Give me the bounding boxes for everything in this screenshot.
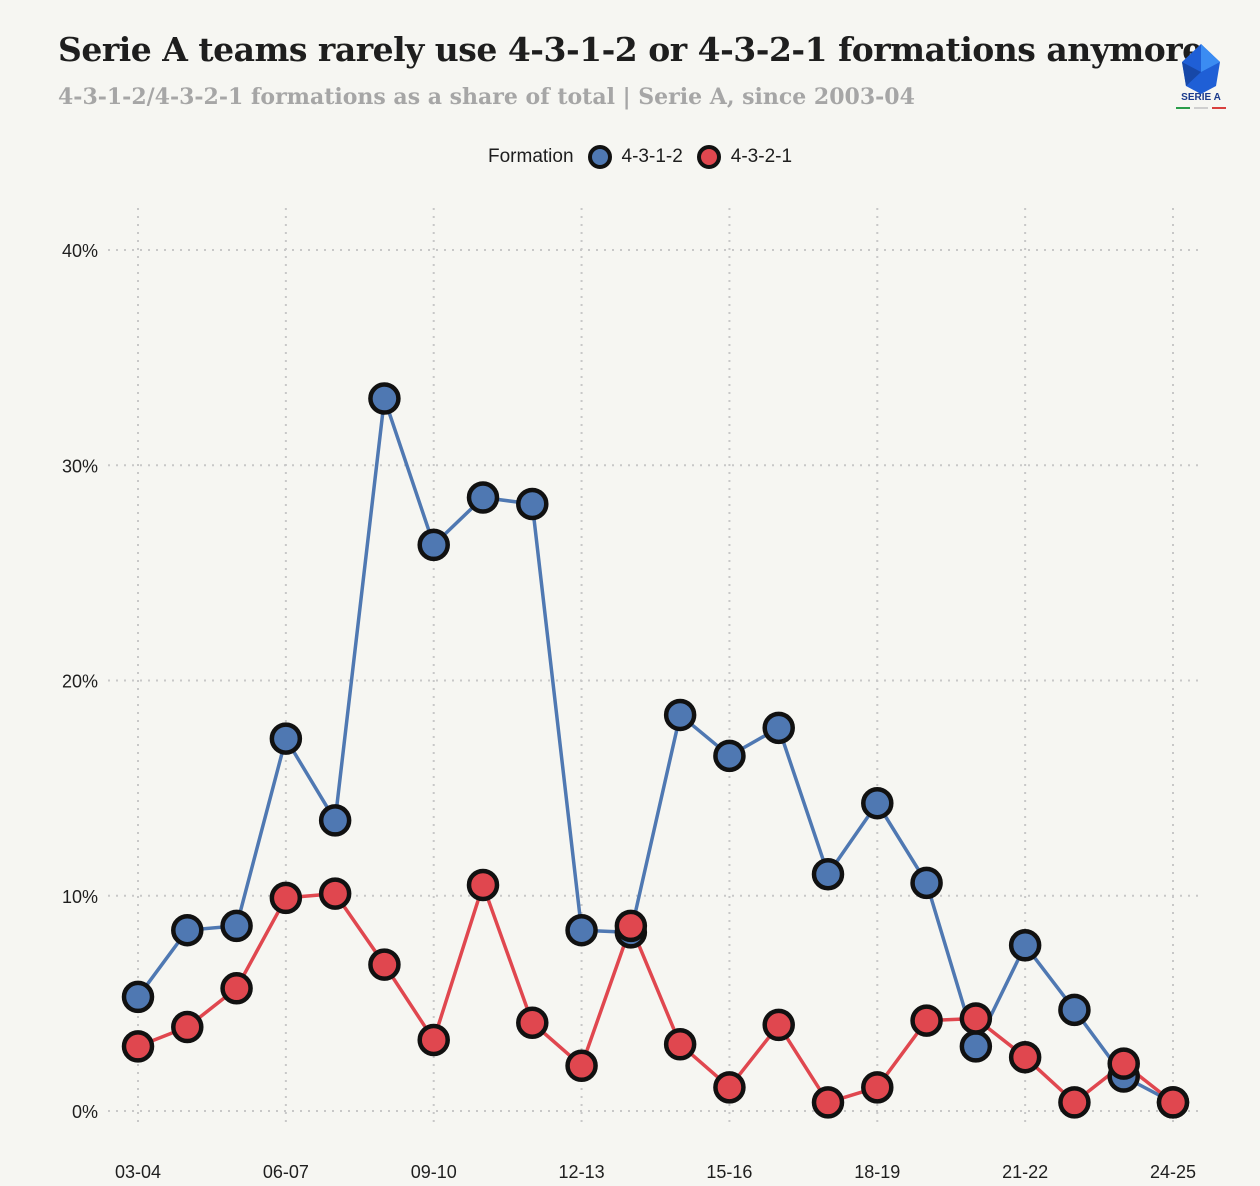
data-point-4312	[516, 487, 549, 521]
data-point-4321	[121, 1030, 155, 1063]
data-point-4312	[861, 786, 894, 820]
data-point-4321	[318, 877, 352, 910]
data-point-4312	[713, 739, 746, 773]
legend-label-4312: 4-3-1-2	[621, 146, 683, 167]
data-point-4312	[171, 913, 204, 947]
serie-a-logo-text: SERIE A	[1181, 92, 1221, 103]
data-point-4321	[1107, 1047, 1140, 1080]
data-point-4321	[466, 868, 500, 902]
data-point-4312	[663, 698, 697, 732]
data-point-4321	[565, 1049, 598, 1083]
legend-entry-4312: 4-3-1-2	[587, 145, 683, 169]
data-point-4312	[565, 913, 598, 947]
y-tick-label: 10%	[62, 887, 98, 907]
data-point-4312	[417, 528, 450, 562]
series-line-4321	[137, 883, 1175, 1105]
data-point-4321	[762, 1008, 795, 1042]
x-tick-label: 09-10	[411, 1162, 457, 1182]
chart-subtitle: 4-3-1-2/4-3-2-1 formations as a share of…	[58, 84, 915, 110]
x-tick-label: 12-13	[559, 1162, 605, 1182]
data-point-4321	[1058, 1086, 1091, 1119]
data-point-4321	[368, 948, 401, 981]
x-tick-label: 21-22	[1002, 1162, 1048, 1182]
y-tick-label: 30%	[62, 456, 98, 476]
data-point-4321	[516, 1006, 549, 1039]
data-point-4312	[318, 804, 352, 837]
legend-label-4321: 4-3-2-1	[730, 146, 793, 167]
x-tick-label: 06-07	[263, 1162, 309, 1182]
legend-marker-4312	[587, 145, 612, 169]
data-point-4321	[1008, 1040, 1042, 1074]
data-point-4321	[713, 1071, 746, 1104]
data-point-4321	[171, 1010, 204, 1044]
data-point-4312	[811, 857, 845, 891]
data-point-4312	[959, 1030, 993, 1063]
y-tick-label: 40%	[62, 241, 98, 261]
serie-a-logo: SERIE A	[1172, 42, 1230, 112]
x-tick-label: 24-25	[1150, 1162, 1196, 1182]
data-point-4321	[1156, 1086, 1190, 1119]
legend-marker-4321	[696, 145, 721, 169]
series-line-4312	[136, 396, 1174, 1104]
data-point-4321	[269, 881, 303, 915]
data-point-4321	[910, 1004, 943, 1037]
data-point-4321	[959, 1002, 993, 1035]
data-point-4312	[269, 722, 303, 755]
data-point-4312	[466, 481, 500, 514]
x-tick-label: 15-16	[706, 1162, 752, 1182]
x-tick-label: 18-19	[854, 1162, 900, 1182]
data-point-4312	[220, 909, 253, 943]
data-point-4321	[417, 1023, 450, 1057]
data-point-4321	[614, 909, 648, 943]
x-tick-label: 03-04	[115, 1162, 161, 1182]
data-point-4312	[1008, 929, 1042, 962]
serie-a-logo-icon	[1176, 44, 1226, 109]
data-point-4312	[121, 980, 155, 1014]
y-tick-label: 20%	[62, 672, 98, 692]
legend: Formation 4-3-1-2 4-3-2-1	[488, 140, 792, 174]
data-point-4312	[1058, 993, 1091, 1027]
data-point-4312	[910, 866, 943, 900]
data-point-4321	[811, 1086, 845, 1119]
chart-title: Serie A teams rarely use 4-3-1-2 or 4-3-…	[58, 30, 1203, 69]
data-point-4312	[368, 382, 401, 415]
data-point-4321	[861, 1071, 894, 1104]
data-point-4312	[762, 711, 795, 745]
data-point-4321	[663, 1028, 697, 1061]
legend-entry-4321: 4-3-2-1	[696, 145, 793, 169]
y-tick-label: 0%	[72, 1102, 98, 1122]
data-point-4321	[220, 972, 253, 1005]
legend-title: Formation	[488, 146, 574, 167]
